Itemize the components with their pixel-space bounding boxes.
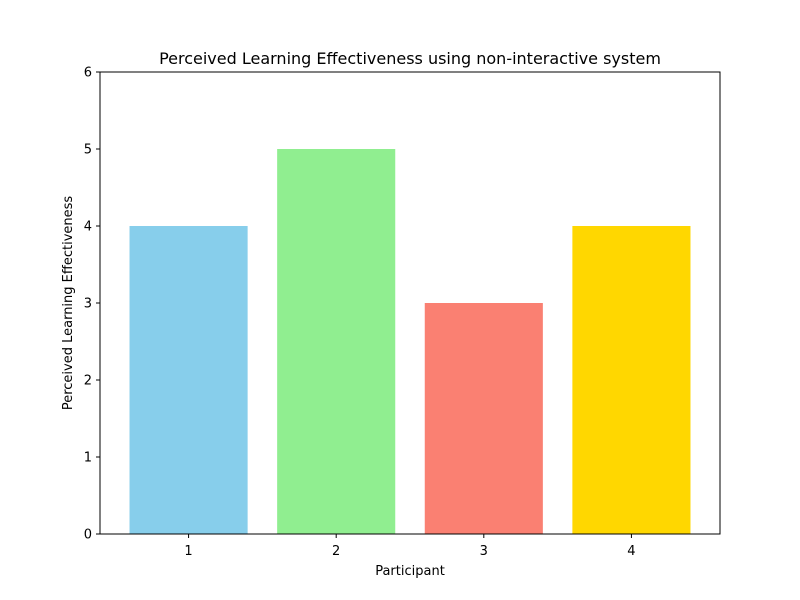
y-axis-ticks: 0 1 2 3 4 5 6 bbox=[84, 66, 100, 543]
chart-title: Perceived Learning Effectiveness using n… bbox=[159, 49, 661, 68]
bar-participant-3 bbox=[424, 303, 543, 534]
bar-participant-2 bbox=[277, 149, 396, 534]
y-tick-label: 0 bbox=[84, 528, 92, 543]
bar-participant-1 bbox=[129, 226, 248, 534]
y-tick-label: 2 bbox=[84, 374, 92, 389]
y-tick-label: 3 bbox=[84, 297, 92, 312]
x-tick-label: 4 bbox=[627, 544, 635, 559]
y-tick-label: 6 bbox=[84, 66, 92, 81]
y-tick-label: 5 bbox=[84, 143, 92, 158]
y-tick-label: 1 bbox=[84, 451, 92, 466]
x-axis-label: Participant bbox=[375, 564, 445, 579]
y-axis-label: Perceived Learning Effectiveness bbox=[61, 196, 76, 411]
x-tick-label: 2 bbox=[332, 544, 340, 559]
x-axis-ticks: 1 2 3 4 bbox=[184, 534, 636, 559]
bars-group bbox=[129, 149, 691, 534]
bar-participant-4 bbox=[572, 226, 691, 534]
y-tick-label: 4 bbox=[84, 220, 92, 235]
x-tick-label: 3 bbox=[480, 544, 488, 559]
x-tick-label: 1 bbox=[184, 544, 192, 559]
